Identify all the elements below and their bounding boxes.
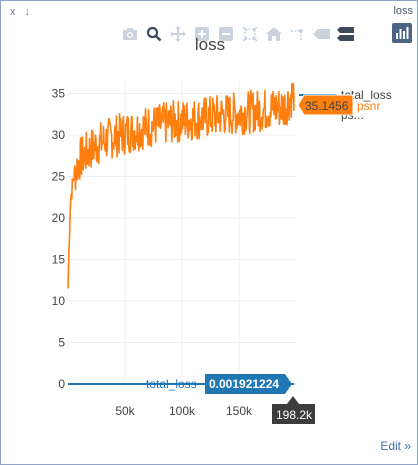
y-tick-label: 5 bbox=[58, 335, 65, 349]
chart-title: loss bbox=[194, 35, 226, 54]
x-tick-label: 100k bbox=[169, 404, 196, 418]
y-tick-label: 20 bbox=[52, 211, 66, 225]
hover-label-total-loss: total_loss 0.001921224 bbox=[146, 374, 292, 394]
hover-psnr-label: psnr bbox=[357, 99, 380, 113]
loss-chart[interactable]: 50k 100k 150k 0 5 10 15 20 25 30 35 total_loss ps… bbox=[1, 61, 417, 441]
zoom-in-icon[interactable] bbox=[191, 23, 213, 45]
y-tick-label: 15 bbox=[52, 252, 66, 266]
reset-axes-icon[interactable] bbox=[263, 23, 285, 45]
panel-title: loss bbox=[393, 5, 413, 17]
hover-total-loss-label: total_loss bbox=[146, 377, 197, 391]
y-tick-label: 30 bbox=[52, 128, 66, 142]
hover-label-x: 198.2k bbox=[272, 396, 315, 424]
pan-icon[interactable] bbox=[167, 23, 189, 45]
zoom-out-icon[interactable] bbox=[215, 23, 237, 45]
window-controls[interactable]: x ↓ bbox=[10, 6, 34, 18]
plotly-logo-icon[interactable] bbox=[392, 23, 412, 43]
autoscale-icon[interactable] bbox=[239, 23, 261, 45]
zoom-icon[interactable] bbox=[143, 23, 165, 45]
series-line-psnr[interactable] bbox=[67, 82, 295, 289]
compare-hover-icon[interactable] bbox=[335, 23, 357, 45]
hover-x-value: 198.2k bbox=[276, 408, 313, 422]
y-tick-label: 25 bbox=[52, 169, 66, 183]
camera-icon[interactable] bbox=[119, 23, 141, 45]
closest-hover-icon[interactable] bbox=[311, 23, 333, 45]
hover-label-psnr: 35.1456 psnr bbox=[297, 94, 380, 116]
series-lines bbox=[67, 82, 295, 385]
x-tick-label: 150k bbox=[226, 404, 253, 418]
legend-item-total-loss[interactable]: total_loss bbox=[341, 88, 392, 102]
edit-link[interactable]: Edit » bbox=[380, 439, 411, 453]
y-tick-label: 35 bbox=[52, 86, 66, 100]
y-tick-labels: 0 5 10 15 20 25 30 35 bbox=[52, 86, 66, 391]
x-tick-label: 50k bbox=[115, 404, 135, 418]
spike-lines-icon[interactable] bbox=[287, 23, 309, 45]
y-tick-label: 0 bbox=[58, 377, 65, 391]
hover-total-loss-value: 0.001921224 bbox=[209, 377, 279, 391]
x-tick-labels: 50k 100k 150k bbox=[115, 404, 253, 418]
modebar bbox=[119, 23, 359, 45]
y-tick-label: 10 bbox=[52, 294, 66, 308]
hover-psnr-value: 35.1456 bbox=[305, 99, 349, 113]
